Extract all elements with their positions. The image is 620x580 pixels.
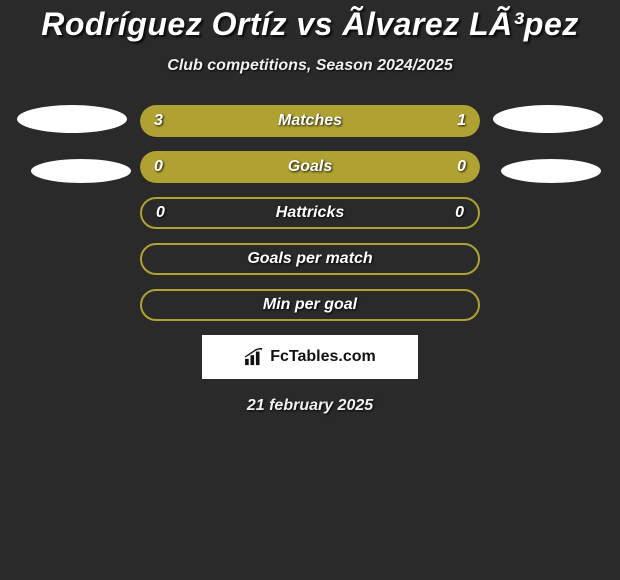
attribution-badge: FcTables.com <box>202 335 418 379</box>
date-label: 21 february 2025 <box>247 397 373 415</box>
bar-value-right: 1 <box>457 112 466 130</box>
avatar-icon <box>493 105 603 133</box>
bar-value-left: 3 <box>154 112 163 130</box>
stat-bar: 0 0 Hattricks <box>140 197 480 229</box>
bar-label: Matches <box>278 112 342 130</box>
bar-label: Hattricks <box>276 204 344 222</box>
page-title: Rodríguez Ortíz vs Ãlvarez LÃ³pez <box>41 6 578 43</box>
bar-value-left: 0 <box>156 204 165 222</box>
avatar-icon <box>17 105 127 133</box>
stat-bar: 0 0 Goals <box>140 151 480 183</box>
bar-label: Goals per match <box>247 250 372 268</box>
avatar-icon <box>501 159 601 183</box>
comparison-infographic: Rodríguez Ortíz vs Ãlvarez LÃ³pez Club c… <box>0 0 620 580</box>
player-left-avatars <box>12 105 132 183</box>
bar-value-left: 0 <box>154 158 163 176</box>
bar-fill-left <box>140 105 395 137</box>
avatar-icon <box>31 159 131 183</box>
bar-label: Min per goal <box>263 296 357 314</box>
bar-fill-right <box>310 151 480 183</box>
stat-bar: 3 1 Matches <box>140 105 480 137</box>
page-subtitle: Club competitions, Season 2024/2025 <box>167 57 452 75</box>
player-right-avatars <box>488 105 608 183</box>
stat-bar: Min per goal <box>140 289 480 321</box>
stat-bar: Goals per match <box>140 243 480 275</box>
bar-fill-right <box>395 105 480 137</box>
chart-icon <box>244 348 266 366</box>
stat-bars: 3 1 Matches 0 0 Goals 0 0 Hattricks Goals per mat… <box>140 105 480 321</box>
bar-value-right: 0 <box>457 158 466 176</box>
bar-value-right: 0 <box>455 204 464 222</box>
attribution-text: FcTables.com <box>270 348 376 366</box>
bar-label: Goals <box>288 158 332 176</box>
bar-fill-left <box>140 151 310 183</box>
stats-area: 3 1 Matches 0 0 Goals 0 0 Hattricks Goals per mat… <box>0 105 620 321</box>
